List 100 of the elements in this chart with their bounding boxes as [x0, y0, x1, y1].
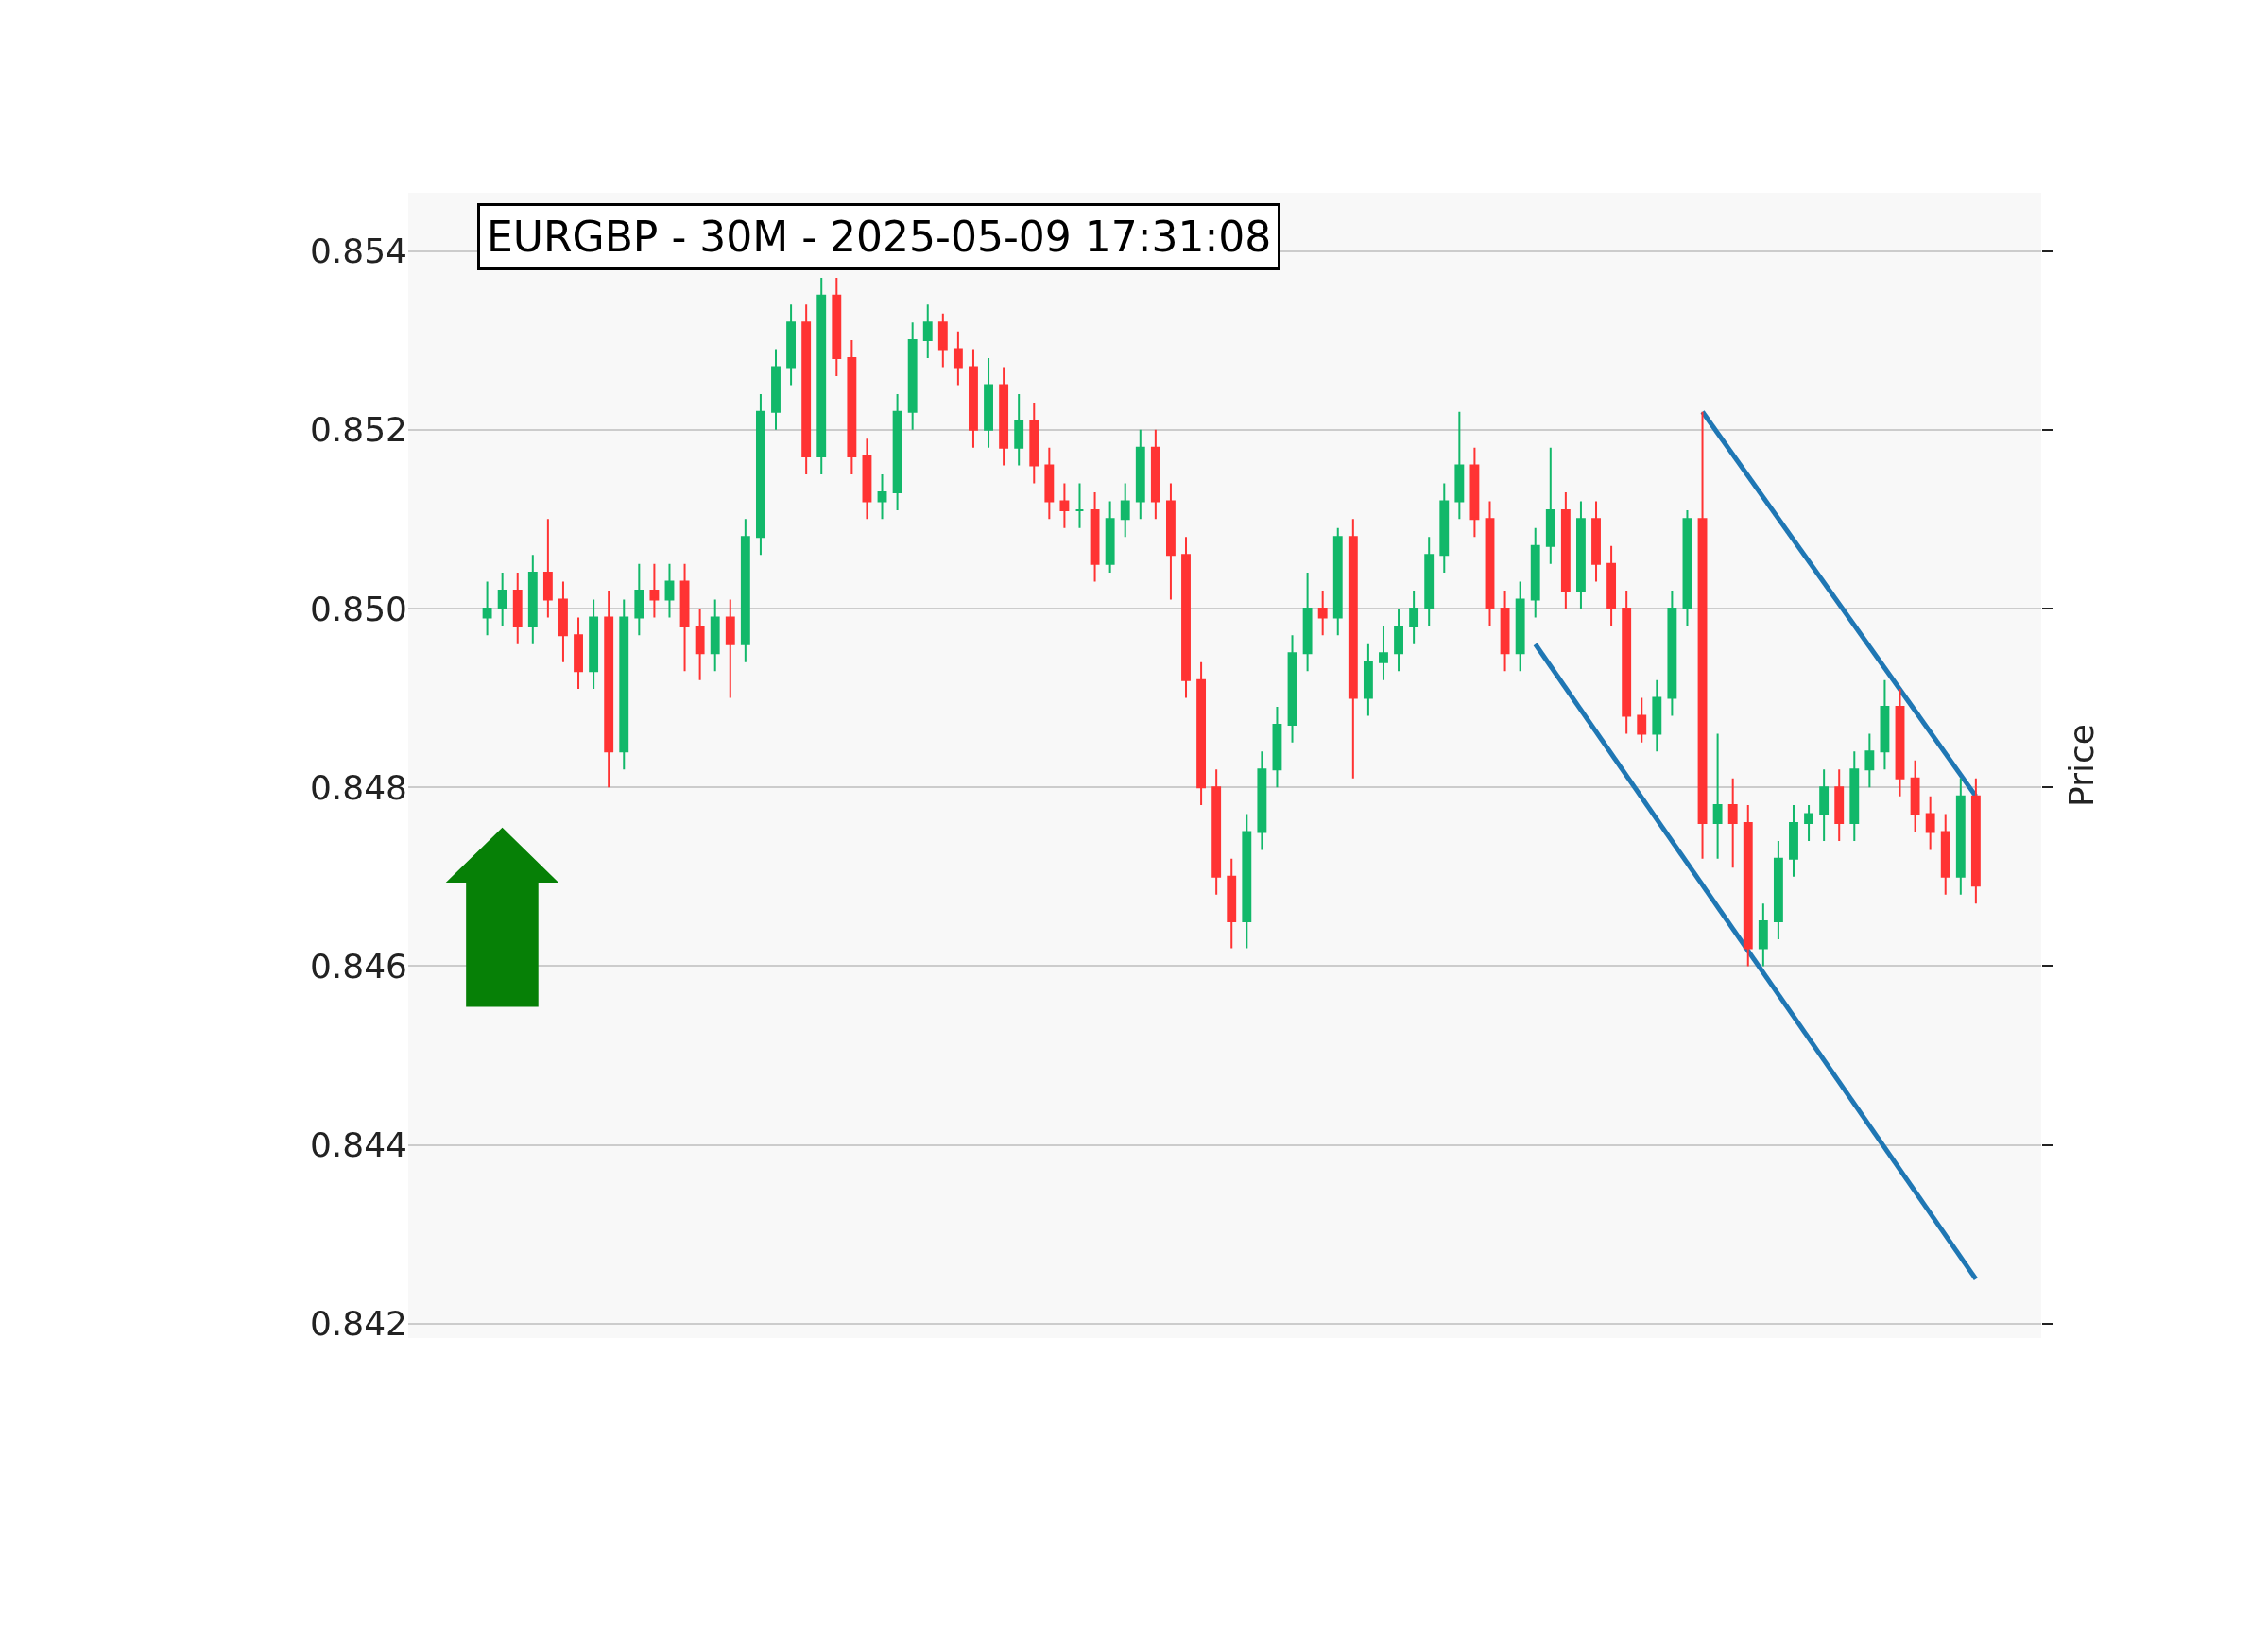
- candlestick: [1576, 500, 1586, 609]
- candlestick: [1287, 634, 1297, 744]
- candlestick: [1242, 813, 1252, 950]
- candlestick: [1895, 688, 1905, 798]
- candlestick: [1743, 804, 1753, 968]
- candlestick: [999, 366, 1009, 467]
- candlestick: [1637, 696, 1647, 744]
- candlestick: [1910, 759, 1920, 833]
- candlestick: [1955, 777, 1966, 896]
- candlestick: [1332, 526, 1343, 637]
- candlestick: [1348, 518, 1358, 780]
- candlestick: [1880, 678, 1890, 771]
- candlestick: [892, 392, 902, 511]
- candlestick: [1074, 482, 1085, 529]
- candlestick: [1120, 482, 1130, 539]
- y-tick-label: 0.842: [309, 1304, 407, 1344]
- candlestick: [1970, 777, 1981, 905]
- candlestick: [725, 598, 735, 699]
- candlestick: [1257, 750, 1267, 851]
- candlestick: [1454, 410, 1465, 521]
- candlestick: [1667, 590, 1677, 717]
- text: EURGBP - 30M - 2025-05-09 17:31:08: [487, 213, 1272, 261]
- candlestick: [558, 580, 568, 663]
- candlestick: [1849, 750, 1860, 842]
- candlestick: [679, 562, 690, 673]
- candlestick: [1227, 857, 1237, 950]
- candlestick: [1622, 590, 1632, 735]
- candlestick: [527, 554, 538, 645]
- y-axis-title: Price: [2061, 724, 2101, 807]
- candlestick: [512, 572, 523, 645]
- candlestick: [1697, 410, 1708, 860]
- candlestick: [1090, 490, 1100, 583]
- candlestick: [482, 580, 492, 637]
- y-tick-label: 0.852: [309, 410, 407, 450]
- candlestick: [1758, 902, 1768, 968]
- candlestick: [816, 276, 827, 476]
- candlestick: [1652, 678, 1662, 753]
- candlestick: [619, 598, 629, 771]
- candlestick: [1727, 777, 1738, 869]
- candlestick: [1105, 500, 1115, 575]
- candlestick: [649, 562, 660, 619]
- candlestick: [1804, 804, 1813, 842]
- candlestick: [1864, 732, 1875, 789]
- candlestick: [922, 303, 933, 360]
- candlestick: [1272, 706, 1282, 789]
- candlestick: [1211, 768, 1222, 896]
- candlestick: [695, 607, 705, 681]
- candlestick: [1591, 500, 1601, 583]
- y-tick-label: 0.850: [309, 589, 407, 628]
- candlestick: [953, 330, 963, 386]
- candlestick: [1166, 482, 1176, 601]
- candlestick: [1925, 795, 1935, 851]
- candlestick: [1044, 446, 1055, 521]
- candlestick: [1439, 482, 1450, 575]
- candlestick: [1834, 768, 1845, 842]
- candlestick: [969, 348, 978, 449]
- candlestick: [664, 562, 675, 619]
- candlestick: [1940, 813, 1950, 896]
- candlestick: [801, 303, 812, 476]
- candlestick: [1424, 536, 1435, 627]
- candlestick: [589, 598, 599, 691]
- candlestick: [1317, 590, 1328, 637]
- candlestick: [710, 598, 720, 673]
- candlestick: [1363, 643, 1373, 717]
- candlestick: [1819, 768, 1830, 842]
- candlestick: [1029, 402, 1040, 485]
- candlestick: [542, 518, 553, 619]
- candlestick: [1409, 590, 1419, 645]
- candlestick: [907, 321, 918, 431]
- candlestick: [1606, 544, 1617, 627]
- candlestick: [937, 312, 948, 369]
- y-tick-label: 0.854: [309, 232, 407, 271]
- candlestick: [1500, 590, 1510, 673]
- candlestick: [604, 590, 614, 789]
- candlestick: [862, 438, 872, 521]
- candlestick: [1196, 661, 1207, 807]
- candlestick: [497, 572, 507, 627]
- candlestick: [1394, 607, 1403, 673]
- candlestick: [1515, 580, 1525, 673]
- y-tick-label: 0.846: [309, 947, 407, 987]
- candlestick: [771, 348, 781, 431]
- candlestick: [1485, 500, 1495, 627]
- candlestick: [1469, 446, 1480, 539]
- candlestick: [1014, 392, 1024, 467]
- candlestick: [1135, 428, 1145, 521]
- candlestick: [786, 303, 797, 386]
- candlestick: [740, 518, 750, 663]
- candlestick: [847, 339, 857, 476]
- y-tick-label: 0.848: [309, 767, 407, 807]
- candlestick: [1302, 572, 1313, 673]
- candlestick: [1181, 536, 1191, 699]
- candlestick: [1530, 526, 1540, 619]
- candlestick: [1560, 490, 1571, 609]
- candlestick: [1545, 446, 1555, 565]
- candlestick: [1150, 428, 1160, 521]
- y-tick-label: 0.844: [309, 1125, 407, 1165]
- candlestick: [1773, 839, 1783, 941]
- candlestick: [755, 392, 765, 557]
- candlestick: [1379, 625, 1388, 681]
- candlestick: [1682, 508, 1692, 627]
